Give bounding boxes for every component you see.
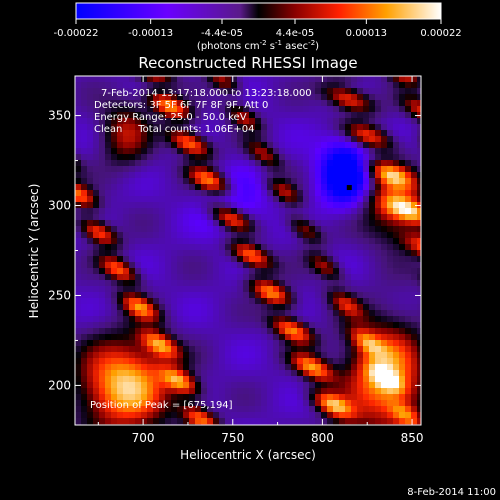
- y-tick-label: 200: [48, 378, 71, 392]
- axis-ticks: 700 750 800 850 200 250 300 350: [48, 76, 423, 445]
- colorbar-tick-label: 0.00022: [420, 28, 461, 39]
- colorbar-ticks: -0.00022 -0.00013 -4.4e-05 4.4e-05 0.00013 0.…: [54, 19, 462, 39]
- info-line-time: 7-Feb-2014 13:17:18.000 to 13:23:18.000: [101, 88, 312, 99]
- footer-date: 8-Feb-2014 11:00: [407, 487, 496, 498]
- info-line-energy: Energy Range: 25.0 - 50.0 keV: [94, 112, 247, 123]
- colorbar-tick-label: -0.00022: [54, 28, 99, 39]
- info-line-clean: Clean Total counts: 1.06E+04: [94, 124, 254, 135]
- heatmap-image: [75, 76, 421, 425]
- y-axis-label: Heliocentric Y (arcsec): [27, 184, 41, 319]
- info-line-detectors: Detectors: 3F 5F 6F 7F 8F 9F, Att 0: [94, 100, 268, 111]
- colorbar: [75, 2, 442, 20]
- x-tick-label: 750: [221, 431, 244, 445]
- y-tick-label: 350: [48, 109, 71, 123]
- colorbar-title: (photons cm-2 s-1 asec-2): [197, 39, 319, 52]
- colorbar-tick-label: 4.4e-05: [276, 28, 314, 39]
- peak-marker: [346, 185, 352, 191]
- colorbar-tick-label: -0.00013: [128, 28, 173, 39]
- x-tick-label: 850: [401, 431, 424, 445]
- x-tick-label: 700: [132, 431, 155, 445]
- peak-position-text: Position of Peak = [675,194]: [90, 400, 233, 411]
- y-tick-label: 300: [48, 199, 71, 213]
- colorbar-tick-label: 0.00013: [346, 28, 387, 39]
- y-tick-label: 250: [48, 288, 71, 302]
- chart-title: Reconstructed RHESSI Image: [138, 54, 357, 72]
- x-axis-label: Heliocentric X (arcsec): [180, 448, 316, 462]
- x-tick-label: 800: [311, 431, 334, 445]
- info-block: 7-Feb-2014 13:17:18.000 to 13:23:18.000 …: [94, 88, 312, 135]
- colorbar-tick-label: -4.4e-05: [201, 28, 243, 39]
